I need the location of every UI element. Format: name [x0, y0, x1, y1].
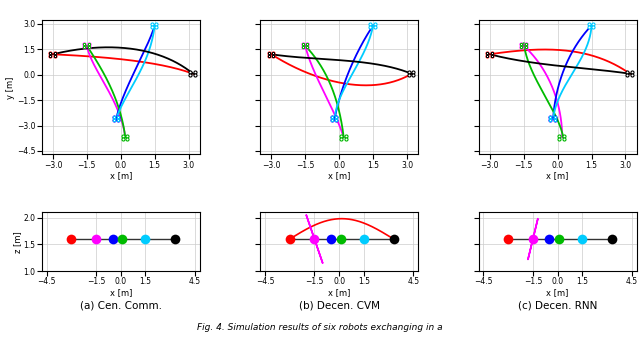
Y-axis label: z [m]: z [m] — [13, 231, 22, 253]
X-axis label: x [m]: x [m] — [547, 171, 569, 180]
X-axis label: x [m]: x [m] — [547, 288, 569, 297]
Text: (c) Decen. RNN: (c) Decen. RNN — [518, 300, 597, 310]
Text: Fig. 4. Simulation results of six robots exchanging in a: Fig. 4. Simulation results of six robots… — [197, 323, 443, 332]
X-axis label: x [m]: x [m] — [328, 288, 350, 297]
Text: (b) Decen. CVM: (b) Decen. CVM — [299, 300, 380, 310]
Text: (a) Cen. Comm.: (a) Cen. Comm. — [80, 300, 162, 310]
X-axis label: x [m]: x [m] — [328, 171, 350, 180]
Y-axis label: y [m]: y [m] — [6, 76, 15, 99]
X-axis label: x [m]: x [m] — [109, 171, 132, 180]
X-axis label: x [m]: x [m] — [109, 288, 132, 297]
